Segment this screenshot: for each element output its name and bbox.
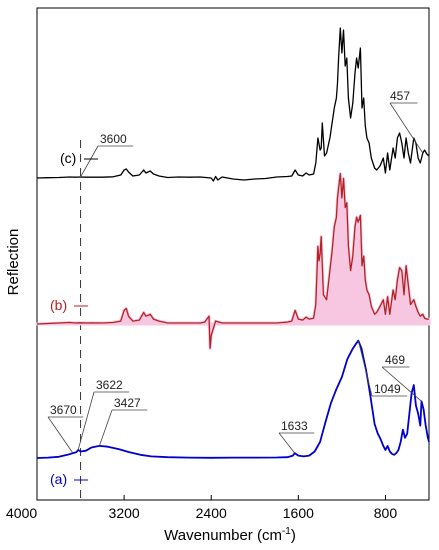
annotation-1633: 1633 — [278, 419, 315, 454]
x-tick-label-800: 800 — [374, 505, 398, 521]
annotation-457: 457 — [389, 89, 424, 154]
annotation-1633-text: 1633 — [281, 419, 308, 433]
series-label-c: (c) — [60, 150, 76, 166]
annotation-1049: 1049 — [357, 340, 408, 397]
annotation-457-leader — [389, 102, 424, 154]
annotation-3600-leader — [80, 145, 99, 178]
annotation-469: 469 — [381, 353, 422, 402]
annotation-3622-leader — [77, 391, 95, 451]
x-axis-label-main: Wavenumber (cm — [164, 527, 282, 544]
x-tick-label-2400: 2400 — [196, 505, 227, 521]
annotation-1049-leader — [357, 340, 373, 397]
annotation-457-text: 457 — [390, 89, 410, 103]
annotation-1049-text: 1049 — [374, 382, 401, 396]
annotation-469-text: 469 — [385, 353, 405, 367]
series-b-line — [36, 173, 429, 349]
series-a-line — [36, 339, 430, 459]
annotation-469-leader — [381, 366, 422, 402]
annotation-3622: 3622 — [77, 378, 130, 451]
x-axis-label: Wavenumber (cm-1) — [164, 526, 296, 544]
y-axis-label: Reflection — [5, 229, 22, 296]
annotation-3670: 3670 — [47, 403, 84, 454]
annotation-3600-text: 3600 — [100, 132, 127, 146]
series-c-line — [36, 27, 430, 182]
annotation-3670-leader — [47, 416, 74, 454]
annotation-3427: 3427 — [99, 396, 148, 446]
series-b-fill — [35, 172, 431, 350]
x-axis-label-close: ) — [291, 527, 296, 544]
series-label-a: (a) — [50, 471, 67, 487]
annotation-3427-leader — [99, 409, 113, 446]
annotation-3670-text: 3670 — [50, 403, 77, 417]
series-label-b: (b) — [50, 297, 67, 313]
annotation-3427-text: 3427 — [114, 396, 141, 410]
annotation-3622-text: 3622 — [96, 378, 123, 392]
x-axis-label-superscript: -1 — [282, 526, 291, 537]
x-tick-label-3200: 3200 — [109, 505, 140, 521]
annotation-1633-leader — [278, 432, 296, 454]
x-tick-label-4000: 4000 — [6, 505, 37, 521]
plot-frame — [36, 7, 430, 501]
x-tick-label-1600: 1600 — [283, 505, 314, 521]
annotation-3600: 3600 — [80, 132, 134, 178]
